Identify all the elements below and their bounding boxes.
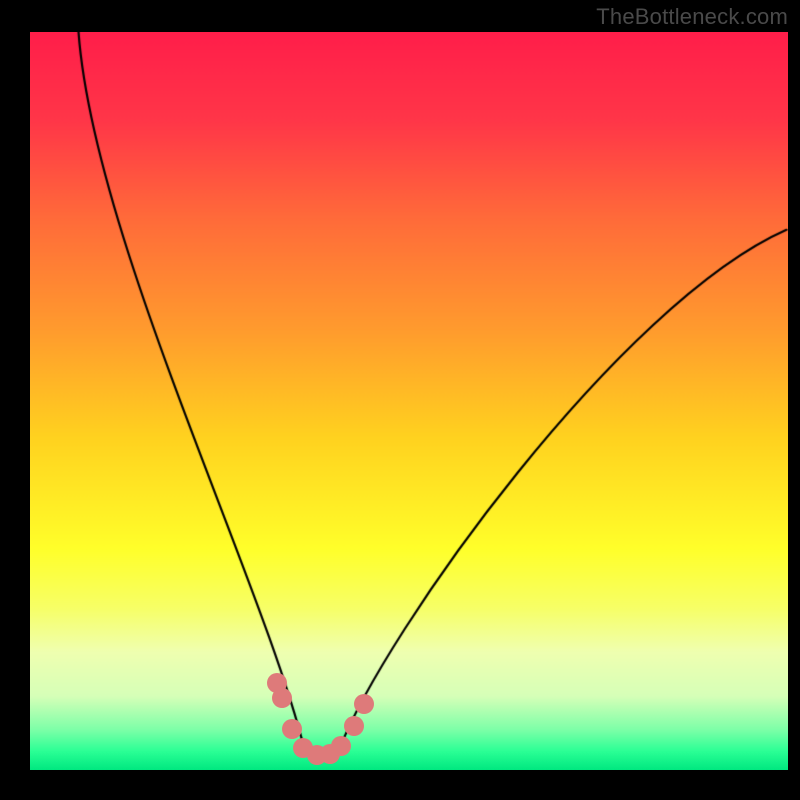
curve-marker [282, 719, 302, 739]
curve-marker [354, 694, 374, 714]
watermark-text: TheBottleneck.com [596, 4, 788, 30]
curve-marker [272, 688, 292, 708]
chart-frame: TheBottleneck.com [0, 0, 800, 800]
plot-area [30, 32, 788, 770]
bottleneck-curve [30, 32, 788, 770]
curve-marker [331, 736, 351, 756]
curve-marker [344, 716, 364, 736]
